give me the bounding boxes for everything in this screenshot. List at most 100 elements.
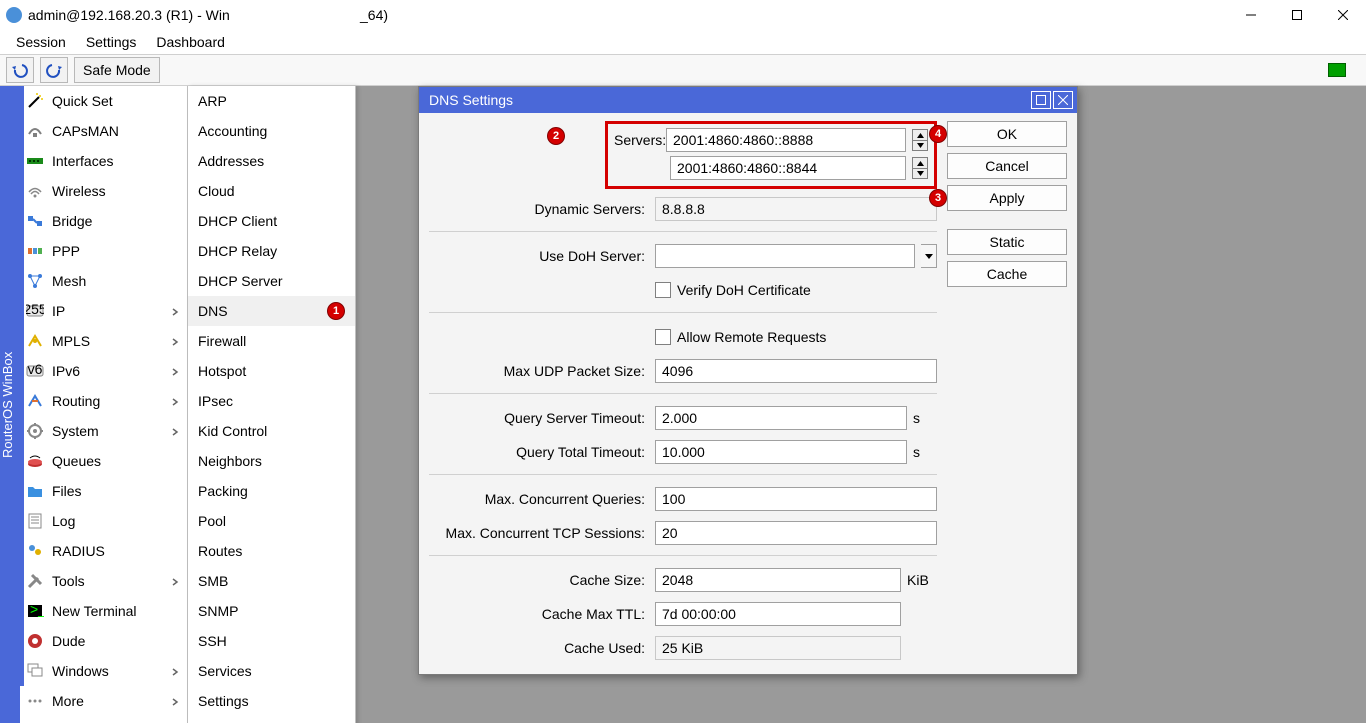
callout-badge-2: 2 xyxy=(547,127,565,145)
cache-button[interactable]: Cache xyxy=(947,261,1067,287)
nav-item-ip[interactable]: 255IP xyxy=(20,296,187,326)
nav-item-windows[interactable]: Windows xyxy=(20,656,187,686)
submenu-item-settings[interactable]: Settings xyxy=(188,686,355,716)
allow-remote-checkbox[interactable] xyxy=(655,329,671,345)
doh-server-label: Use DoH Server: xyxy=(429,248,649,264)
ok-button[interactable]: OK xyxy=(947,121,1067,147)
submenu-item-smb[interactable]: SMB xyxy=(188,566,355,596)
nav-item-wireless[interactable]: Wireless xyxy=(20,176,187,206)
dynamic-servers-label: Dynamic Servers: xyxy=(429,201,649,217)
server-1-input[interactable] xyxy=(666,128,906,152)
submenu-item-ipsec[interactable]: IPsec xyxy=(188,386,355,416)
max-concurrent-tcp-label: Max. Concurrent TCP Sessions: xyxy=(429,525,649,541)
nav-item-mesh[interactable]: Mesh xyxy=(20,266,187,296)
max-udp-input[interactable] xyxy=(655,359,937,383)
nav-item-label: Log xyxy=(52,513,179,529)
submenu-item-arp[interactable]: ARP xyxy=(188,86,355,116)
nav-item-new-terminal[interactable]: >_New Terminal xyxy=(20,596,187,626)
max-concurrent-tcp-input[interactable] xyxy=(655,521,937,545)
doh-server-input[interactable] xyxy=(655,244,915,268)
submenu-item-label: Routes xyxy=(198,543,242,559)
submenu-item-dhcp-client[interactable]: DHCP Client xyxy=(188,206,355,236)
submenu-item-hotspot[interactable]: Hotspot xyxy=(188,356,355,386)
submenu-item-socks[interactable]: Socks xyxy=(188,716,355,723)
submenu-item-label: DHCP Server xyxy=(198,273,283,289)
nav-item-capsman[interactable]: CAPsMAN xyxy=(20,116,187,146)
nav-item-label: Interfaces xyxy=(52,153,179,169)
submenu-item-snmp[interactable]: SNMP xyxy=(188,596,355,626)
nav-item-system[interactable]: System xyxy=(20,416,187,446)
window-maximize-button[interactable] xyxy=(1274,0,1320,30)
nav-item-bridge[interactable]: Bridge xyxy=(20,206,187,236)
cache-size-input[interactable] xyxy=(655,568,901,592)
cancel-button[interactable]: Cancel xyxy=(947,153,1067,179)
menu-settings[interactable]: Settings xyxy=(76,32,147,52)
redo-button[interactable] xyxy=(40,57,68,83)
nav-item-ppp[interactable]: PPP xyxy=(20,236,187,266)
nav-item-log[interactable]: Log xyxy=(20,506,187,536)
submenu-item-label: SMB xyxy=(198,573,228,589)
files-icon xyxy=(26,482,44,500)
nav-item-queues[interactable]: Queues xyxy=(20,446,187,476)
submenu-item-label: Addresses xyxy=(198,153,264,169)
nav-item-interfaces[interactable]: Interfaces xyxy=(20,146,187,176)
menu-session[interactable]: Session xyxy=(6,32,76,52)
max-concurrent-queries-input[interactable] xyxy=(655,487,937,511)
nav-item-more[interactable]: More xyxy=(20,686,187,716)
nav-item-mpls[interactable]: MPLS xyxy=(20,326,187,356)
queues-icon xyxy=(26,452,44,470)
doh-server-dropdown-button[interactable] xyxy=(921,244,937,268)
verify-doh-checkbox[interactable] xyxy=(655,282,671,298)
submenu-item-dhcp-relay[interactable]: DHCP Relay xyxy=(188,236,355,266)
nav-item-ipv6[interactable]: v6IPv6 xyxy=(20,356,187,386)
submenu-item-packing[interactable]: Packing xyxy=(188,476,355,506)
submenu-item-label: Packing xyxy=(198,483,248,499)
submenu-item-ssh[interactable]: SSH xyxy=(188,626,355,656)
windows-icon xyxy=(26,662,44,680)
dialog-titlebar[interactable]: DNS Settings xyxy=(419,87,1077,113)
submenu-item-pool[interactable]: Pool xyxy=(188,506,355,536)
nav-item-label: Bridge xyxy=(52,213,179,229)
cap-icon xyxy=(26,122,44,140)
query-server-timeout-input[interactable] xyxy=(655,406,907,430)
nav-item-routing[interactable]: Routing xyxy=(20,386,187,416)
window-close-button[interactable] xyxy=(1320,0,1366,30)
nav-item-dude[interactable]: Dude xyxy=(20,626,187,656)
server-2-input[interactable] xyxy=(670,156,906,180)
server-1-spinner[interactable] xyxy=(912,129,928,151)
submenu-item-accounting[interactable]: Accounting xyxy=(188,116,355,146)
dialog-maximize-button[interactable] xyxy=(1031,91,1051,109)
apply-button[interactable]: Apply xyxy=(947,185,1067,211)
submenu-item-label: Pool xyxy=(198,513,226,529)
submenu-item-dhcp-server[interactable]: DHCP Server xyxy=(188,266,355,296)
mpls-icon xyxy=(26,332,44,350)
server-2-spinner[interactable] xyxy=(912,157,928,179)
submenu-item-neighbors[interactable]: Neighbors xyxy=(188,446,355,476)
submenu-item-routes[interactable]: Routes xyxy=(188,536,355,566)
verify-doh-label: Verify DoH Certificate xyxy=(677,282,811,298)
static-button[interactable]: Static xyxy=(947,229,1067,255)
query-total-timeout-input[interactable] xyxy=(655,440,907,464)
nav-item-label: Windows xyxy=(52,663,163,679)
submenu-item-cloud[interactable]: Cloud xyxy=(188,176,355,206)
dude-icon xyxy=(26,632,44,650)
nav-item-files[interactable]: Files xyxy=(20,476,187,506)
submenu-item-addresses[interactable]: Addresses xyxy=(188,146,355,176)
cache-max-ttl-label: Cache Max TTL: xyxy=(429,606,649,622)
submenu-item-kid-control[interactable]: Kid Control xyxy=(188,416,355,446)
undo-button[interactable] xyxy=(6,57,34,83)
nav-item-radius[interactable]: RADIUS xyxy=(20,536,187,566)
cache-max-ttl-input[interactable] xyxy=(655,602,901,626)
nav-item-quick-set[interactable]: Quick Set xyxy=(20,86,187,116)
submenu-item-firewall[interactable]: Firewall xyxy=(188,326,355,356)
safe-mode-button[interactable]: Safe Mode xyxy=(74,57,160,83)
submenu-item-services[interactable]: Services xyxy=(188,656,355,686)
submenu-item-label: DNS xyxy=(198,303,228,319)
dialog-close-button[interactable] xyxy=(1053,91,1073,109)
submenu-item-dns[interactable]: DNS1 xyxy=(188,296,355,326)
menu-dashboard[interactable]: Dashboard xyxy=(146,32,235,52)
submenu-item-label: ARP xyxy=(198,93,227,109)
nav-item-tools[interactable]: Tools xyxy=(20,566,187,596)
window-minimize-button[interactable] xyxy=(1228,0,1274,30)
term-icon: >_ xyxy=(26,602,44,620)
